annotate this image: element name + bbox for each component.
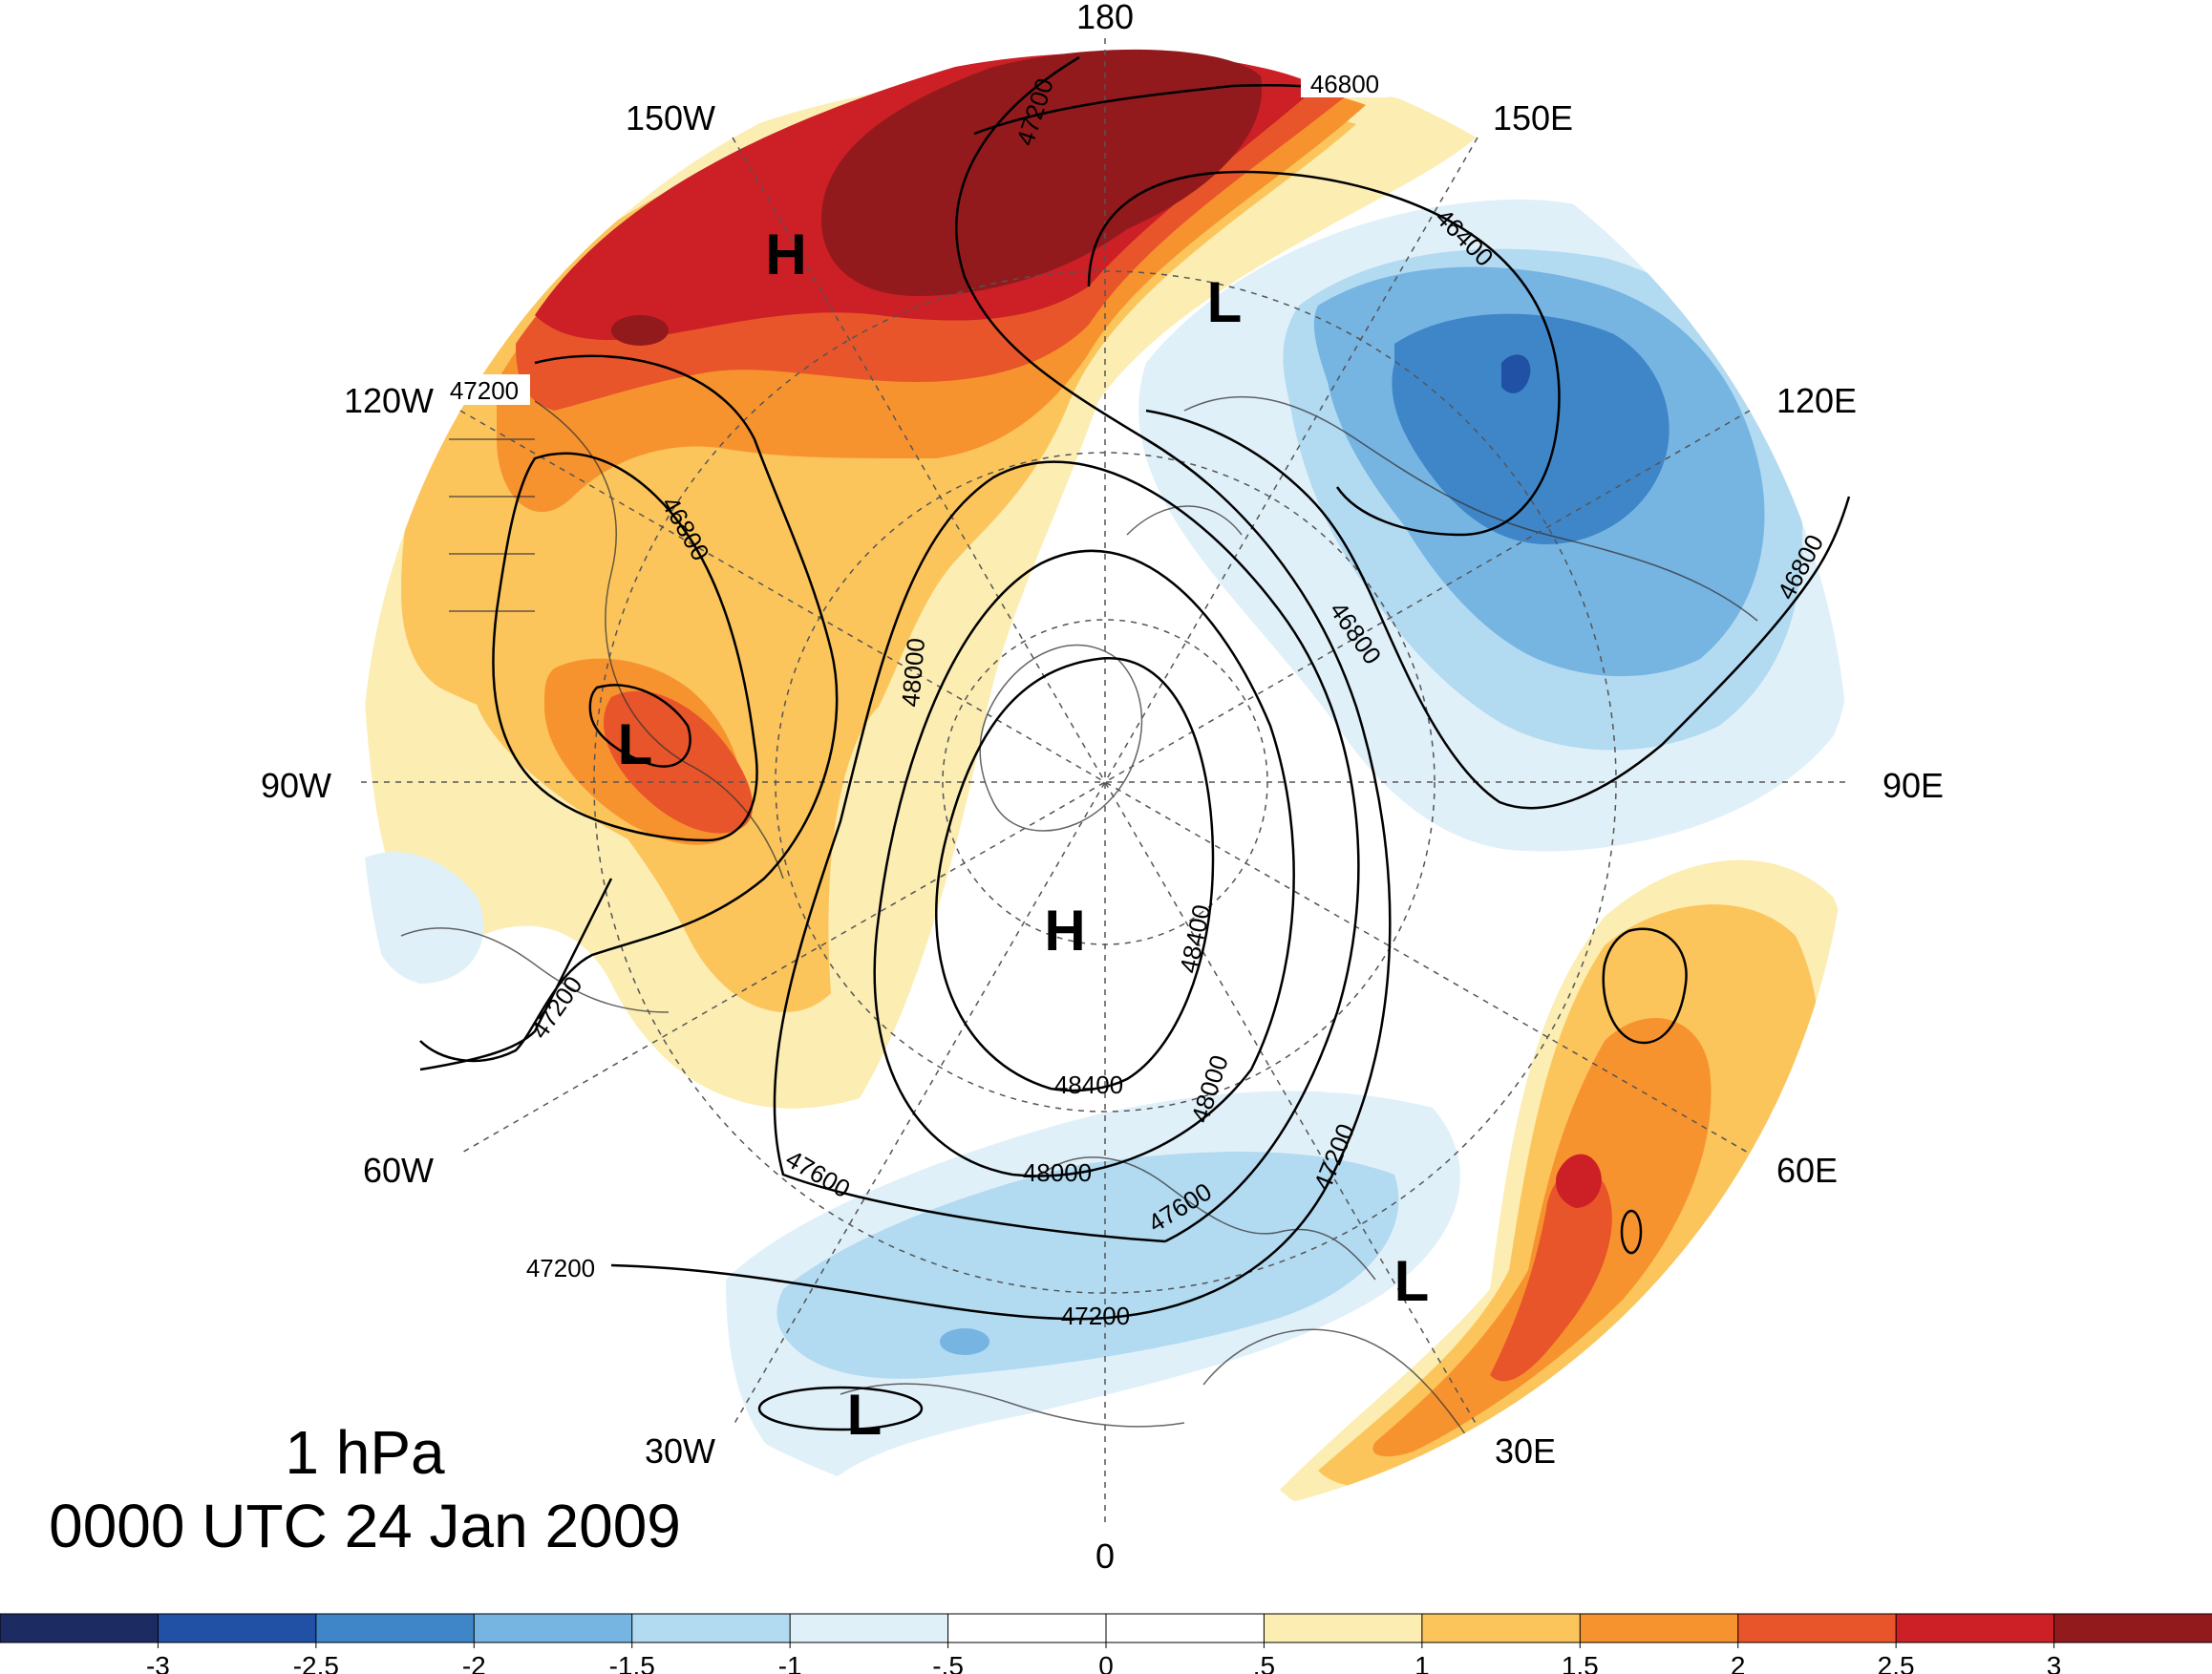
cold-anomaly-asia-25 bbox=[1501, 354, 1531, 393]
lon-label-30e: 30E bbox=[1495, 1431, 1556, 1471]
lon-label-150e: 150E bbox=[1493, 98, 1573, 138]
lon-label-120e: 120E bbox=[1776, 381, 1857, 420]
colorbar-box bbox=[1737, 1613, 1898, 1643]
contour-47200-west bbox=[419, 878, 613, 1071]
low-center-europe: L bbox=[1394, 1249, 1430, 1313]
colorbar-box bbox=[947, 1613, 1107, 1643]
colorbar-tick-label: -1 bbox=[778, 1651, 802, 1674]
colorbar-box bbox=[1579, 1613, 1739, 1643]
contour-label: 46800 bbox=[1310, 70, 1379, 98]
lon-label-90e: 90E bbox=[1882, 766, 1944, 805]
colorbar-box bbox=[789, 1613, 949, 1643]
colorbar-tick-label: .5 bbox=[1253, 1651, 1275, 1674]
contour-label: 48000 bbox=[896, 637, 930, 709]
contour-label: 47200 bbox=[526, 1254, 595, 1282]
colorbar-box bbox=[1895, 1613, 2055, 1643]
low-center-siberia: L bbox=[1207, 270, 1243, 334]
contour-47600 bbox=[773, 460, 1360, 1243]
lon-label-60e: 60E bbox=[1776, 1151, 1838, 1190]
warm-anomaly-pacific-3 bbox=[821, 49, 1263, 297]
colorbar-box bbox=[315, 1613, 476, 1643]
colorbar-tick-label: 1.5 bbox=[1562, 1651, 1599, 1674]
colorbar-tick-label: -1.5 bbox=[609, 1651, 655, 1674]
high-center-pole: H bbox=[1044, 899, 1085, 963]
colorbar-tick-label: -2 bbox=[462, 1651, 486, 1674]
colorbar-box bbox=[473, 1613, 633, 1643]
cold-anomaly-asia-2 bbox=[1392, 313, 1670, 544]
colorbar-tick-label: 2.5 bbox=[1878, 1651, 1915, 1674]
meridian-120-300 bbox=[459, 410, 1751, 1155]
lon-label-60w: 60W bbox=[363, 1151, 434, 1190]
pressure-centers: H L L H L L bbox=[618, 222, 1430, 1447]
colorbar-tick-label: -.5 bbox=[932, 1651, 964, 1674]
colorbar-tick-label: 2 bbox=[1731, 1651, 1746, 1674]
colorbar-tick-label: 0 bbox=[1098, 1651, 1114, 1674]
high-center-pacific: H bbox=[765, 222, 806, 286]
colorbar-box bbox=[157, 1613, 317, 1643]
colorbar-box bbox=[631, 1613, 792, 1643]
cold-anomaly-atlantic-1 bbox=[776, 1152, 1399, 1379]
lon-label-30w: 30W bbox=[645, 1431, 715, 1471]
contour-l-east-small bbox=[1620, 1209, 1643, 1255]
time-label: 0000 UTC 24 Jan 2009 bbox=[49, 1492, 681, 1560]
colorbar-ticks: -3 -2.5 -2 -1.5 -1 -.5 0 .5 1 1.5 2 2.5 3 bbox=[146, 1642, 2061, 1674]
meridian-60-240 bbox=[459, 410, 1751, 1155]
contour-label: 48400 bbox=[1054, 1070, 1123, 1099]
meridian-30-210 bbox=[732, 137, 1478, 1428]
colorbar-box bbox=[2053, 1613, 2212, 1643]
contour-l-east bbox=[1602, 927, 1688, 1045]
colorbar-tick-label: 3 bbox=[2047, 1651, 2062, 1674]
colorbar-tick-label: -2.5 bbox=[293, 1651, 339, 1674]
warm-anomaly-east-2 bbox=[1490, 1167, 1612, 1382]
colorbar: -3 -2.5 -2 -1.5 -1 -.5 0 .5 1 1.5 2 2.5 3 bbox=[0, 1613, 2212, 1674]
contour-label: 48000 bbox=[1023, 1158, 1092, 1187]
map-title: 1 hPa 0000 UTC 24 Jan 2009 bbox=[49, 1418, 681, 1560]
cold-anomaly-west-05 bbox=[361, 852, 484, 984]
contour-46800-asia bbox=[1145, 409, 1851, 810]
contour-46400 bbox=[1087, 170, 1561, 537]
colorbar-box bbox=[1105, 1613, 1266, 1643]
contour-label: 47200 bbox=[1061, 1302, 1130, 1330]
contour-47200-main bbox=[610, 55, 1392, 1321]
contour-l-atlantic bbox=[757, 1386, 924, 1431]
lon-label-90w: 90W bbox=[261, 766, 331, 805]
longitude-labels: 180 150W 150E 120W 120E 90W 90E 60W 60E … bbox=[261, 0, 1944, 1576]
meridian-150-330 bbox=[732, 137, 1478, 1428]
contour-46800-can bbox=[492, 452, 758, 842]
colorbar-tick-label: -3 bbox=[146, 1651, 170, 1674]
coastlines bbox=[400, 395, 1758, 1472]
lon-label-180: 180 bbox=[1076, 0, 1134, 36]
colorbar-box bbox=[0, 1613, 160, 1643]
low-center-atlantic: L bbox=[847, 1383, 883, 1447]
colorbar-boxes bbox=[0, 1613, 2212, 1643]
warm-anomaly-pacific-3b bbox=[611, 315, 669, 346]
contour-47200-pac bbox=[419, 354, 839, 1063]
height-contours bbox=[419, 55, 1851, 1431]
contour-48000 bbox=[873, 549, 1295, 1177]
colorbar-tick-label: 1 bbox=[1414, 1651, 1430, 1674]
colorbar-box bbox=[1421, 1613, 1582, 1643]
graticule bbox=[361, 38, 1849, 1526]
lon-label-120w: 120W bbox=[344, 381, 434, 420]
colorbar-box bbox=[1263, 1613, 1423, 1643]
cold-anomaly-atlantic-15 bbox=[940, 1328, 989, 1355]
warm-anomaly-east-25 bbox=[1555, 1154, 1602, 1208]
lon-label-150w: 150W bbox=[626, 98, 715, 138]
low-center-canada: L bbox=[618, 712, 653, 776]
contour-48400 bbox=[935, 657, 1215, 1092]
level-label: 1 hPa bbox=[285, 1418, 445, 1487]
lon-label-0: 0 bbox=[1095, 1536, 1115, 1576]
contour-l-canada bbox=[588, 684, 691, 768]
contour-label: 47200 bbox=[450, 376, 519, 405]
